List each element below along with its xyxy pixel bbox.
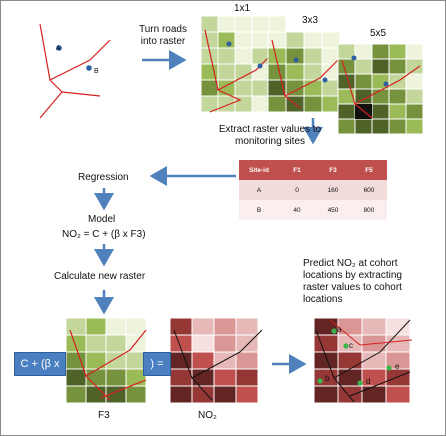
formula-label: NO₂ = C + (β x F3)	[62, 229, 146, 240]
no2-caption: NO₂	[198, 410, 217, 421]
res-1x1-label: 1x1	[234, 3, 251, 14]
road-map	[39, 23, 111, 119]
cohort-point-label: e	[395, 362, 400, 371]
table-cell: 800	[351, 200, 387, 220]
raster-no2	[169, 317, 263, 404]
cohort-point-label: c	[349, 341, 353, 350]
turn-roads-label: Turn roads into raster	[139, 24, 187, 47]
cohort-point-label: d	[366, 377, 371, 386]
regression-label: Regression	[78, 172, 129, 183]
calc-raster-label: Calculate new raster	[54, 271, 146, 282]
table-cell: A	[239, 180, 279, 200]
extract-label: Extract raster values to monitoring sites	[218, 124, 322, 147]
table-row: B 40 450 800	[239, 200, 387, 220]
site-values-table: Site-id F1 F3 F5 A 0 160 600 B 40 450 80…	[239, 160, 387, 220]
table-row: A 0 160 600	[239, 180, 387, 200]
res-3x3-label: 3x3	[302, 15, 319, 26]
cohort-point-label: a	[337, 325, 342, 334]
model-label: Model	[88, 214, 116, 225]
table-cell: 450	[315, 200, 351, 220]
point-a-label: A	[56, 45, 61, 52]
cohort-point-label: b	[325, 374, 330, 383]
equation-left-box: C + (β x	[14, 352, 66, 376]
table-cell: 40	[279, 200, 315, 220]
f3-caption: F3	[98, 410, 110, 421]
table-cell: 0	[279, 180, 315, 200]
raster-f3	[65, 317, 147, 404]
raster-cohort	[313, 317, 413, 404]
predict-label: Predict NO₂ at cohort locations by extra…	[303, 258, 402, 305]
equation-right-box: ) =	[143, 352, 171, 376]
table-cell: B	[239, 200, 279, 220]
table-header: F5	[351, 160, 387, 180]
table-header: F1	[279, 160, 315, 180]
site-b-point	[86, 65, 92, 71]
table-cell: 600	[351, 180, 387, 200]
table-header: F3	[315, 160, 351, 180]
raster-5x5	[337, 43, 424, 135]
raster-3x3	[267, 31, 341, 113]
site-a-point	[56, 45, 62, 51]
point-b-label: B	[94, 68, 99, 75]
table-header: Site-id	[239, 160, 279, 180]
table-cell: 160	[315, 180, 351, 200]
res-5x5-label: 5x5	[370, 28, 387, 39]
